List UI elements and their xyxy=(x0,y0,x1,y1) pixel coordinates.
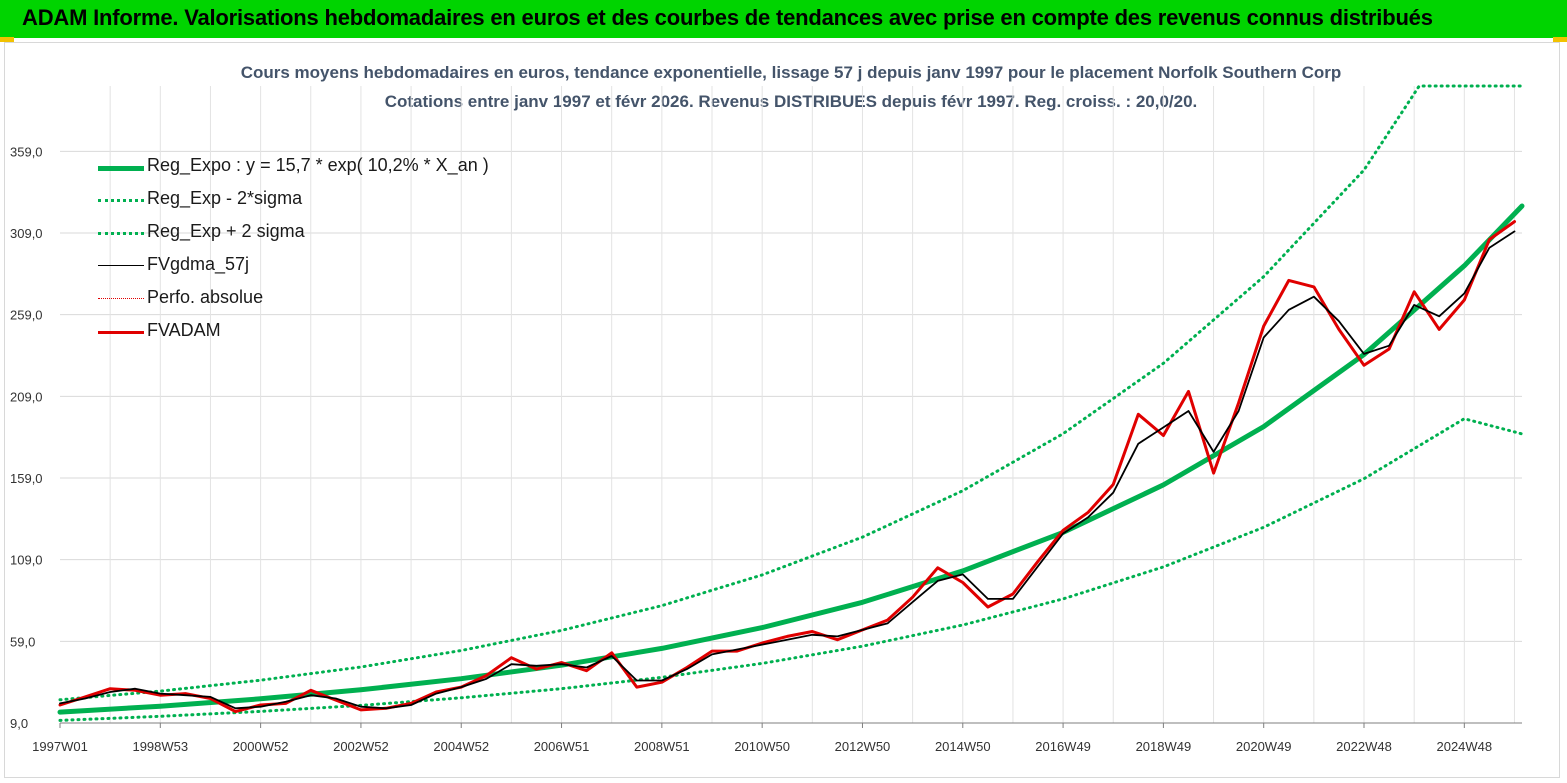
y-tick-label: 9,0 xyxy=(10,716,28,731)
legend-label: Reg_Exp - 2*sigma xyxy=(147,188,303,208)
x-tick-label: 2000W52 xyxy=(233,739,289,754)
x-tick-label: 2016W49 xyxy=(1035,739,1091,754)
legend-label: Reg_Expo : y = 15,7 * exp( 10,2% * X_an … xyxy=(147,155,489,175)
x-tick-label: 2012W50 xyxy=(835,739,891,754)
banner-accent-right xyxy=(1553,37,1567,42)
grid-lines xyxy=(60,86,1522,724)
x-tick-label: 2004W52 xyxy=(433,739,489,754)
legend-label: Reg_Exp + 2 sigma xyxy=(147,221,305,241)
legend-label: FVgdma_57j xyxy=(147,254,250,274)
x-tick-label: 2010W50 xyxy=(734,739,790,754)
series-line-0 xyxy=(57,203,1525,715)
y-tick-label: 109,0 xyxy=(10,553,43,568)
chart-frame xyxy=(4,42,1560,778)
x-tick-label: 2014W50 xyxy=(935,739,991,754)
y-tick-label: 59,0 xyxy=(10,634,35,649)
legend-swatch xyxy=(98,199,144,202)
y-tick-label: 259,0 xyxy=(10,308,43,323)
tick-labels: 9,0 59,0 109,0 159,0 209,0 259,0 309,0 359,0 199… xyxy=(10,144,1492,754)
chart-subtitle: Cotations entre janv 1997 et févr 2026. … xyxy=(384,92,1198,111)
x-tick-label: 2024W48 xyxy=(1436,739,1492,754)
banner-accent-left xyxy=(0,37,14,42)
y-tick-label: 159,0 xyxy=(10,471,43,486)
legend-swatch xyxy=(98,298,144,299)
x-tick-label: 1997W01 xyxy=(32,739,88,754)
series-line-1 xyxy=(58,417,1524,722)
series-line-5 xyxy=(58,220,1516,714)
y-tick-label: 359,0 xyxy=(10,144,43,159)
series-line-2 xyxy=(58,84,1524,702)
y-tick-label: 309,0 xyxy=(10,226,43,241)
legend-swatch xyxy=(98,166,144,171)
axes xyxy=(59,722,1522,728)
legend-swatch xyxy=(98,331,144,334)
series-lines xyxy=(57,84,1525,722)
banner-title: ADAM Informe. Valorisations hebdomadaire… xyxy=(22,5,1433,30)
series-line-3 xyxy=(59,230,1516,710)
legend-label: Perfo. absolue xyxy=(147,287,264,307)
legend-swatch xyxy=(98,265,144,266)
x-tick-label: 2020W49 xyxy=(1236,739,1292,754)
legend-label: FVADAM xyxy=(147,320,221,340)
x-tick-label: 2022W48 xyxy=(1336,739,1392,754)
x-tick-label: 2008W51 xyxy=(634,739,690,754)
legend-swatch xyxy=(98,232,144,235)
banner xyxy=(0,0,1567,38)
x-tick-label: 1998W53 xyxy=(132,739,188,754)
x-tick-label: 2006W51 xyxy=(534,739,590,754)
y-tick-label: 209,0 xyxy=(10,389,43,404)
x-tick-label: 2002W52 xyxy=(333,739,389,754)
chart-title: Cours moyens hebdomadaires en euros, ten… xyxy=(240,63,1342,82)
x-tick-label: 2018W49 xyxy=(1136,739,1192,754)
